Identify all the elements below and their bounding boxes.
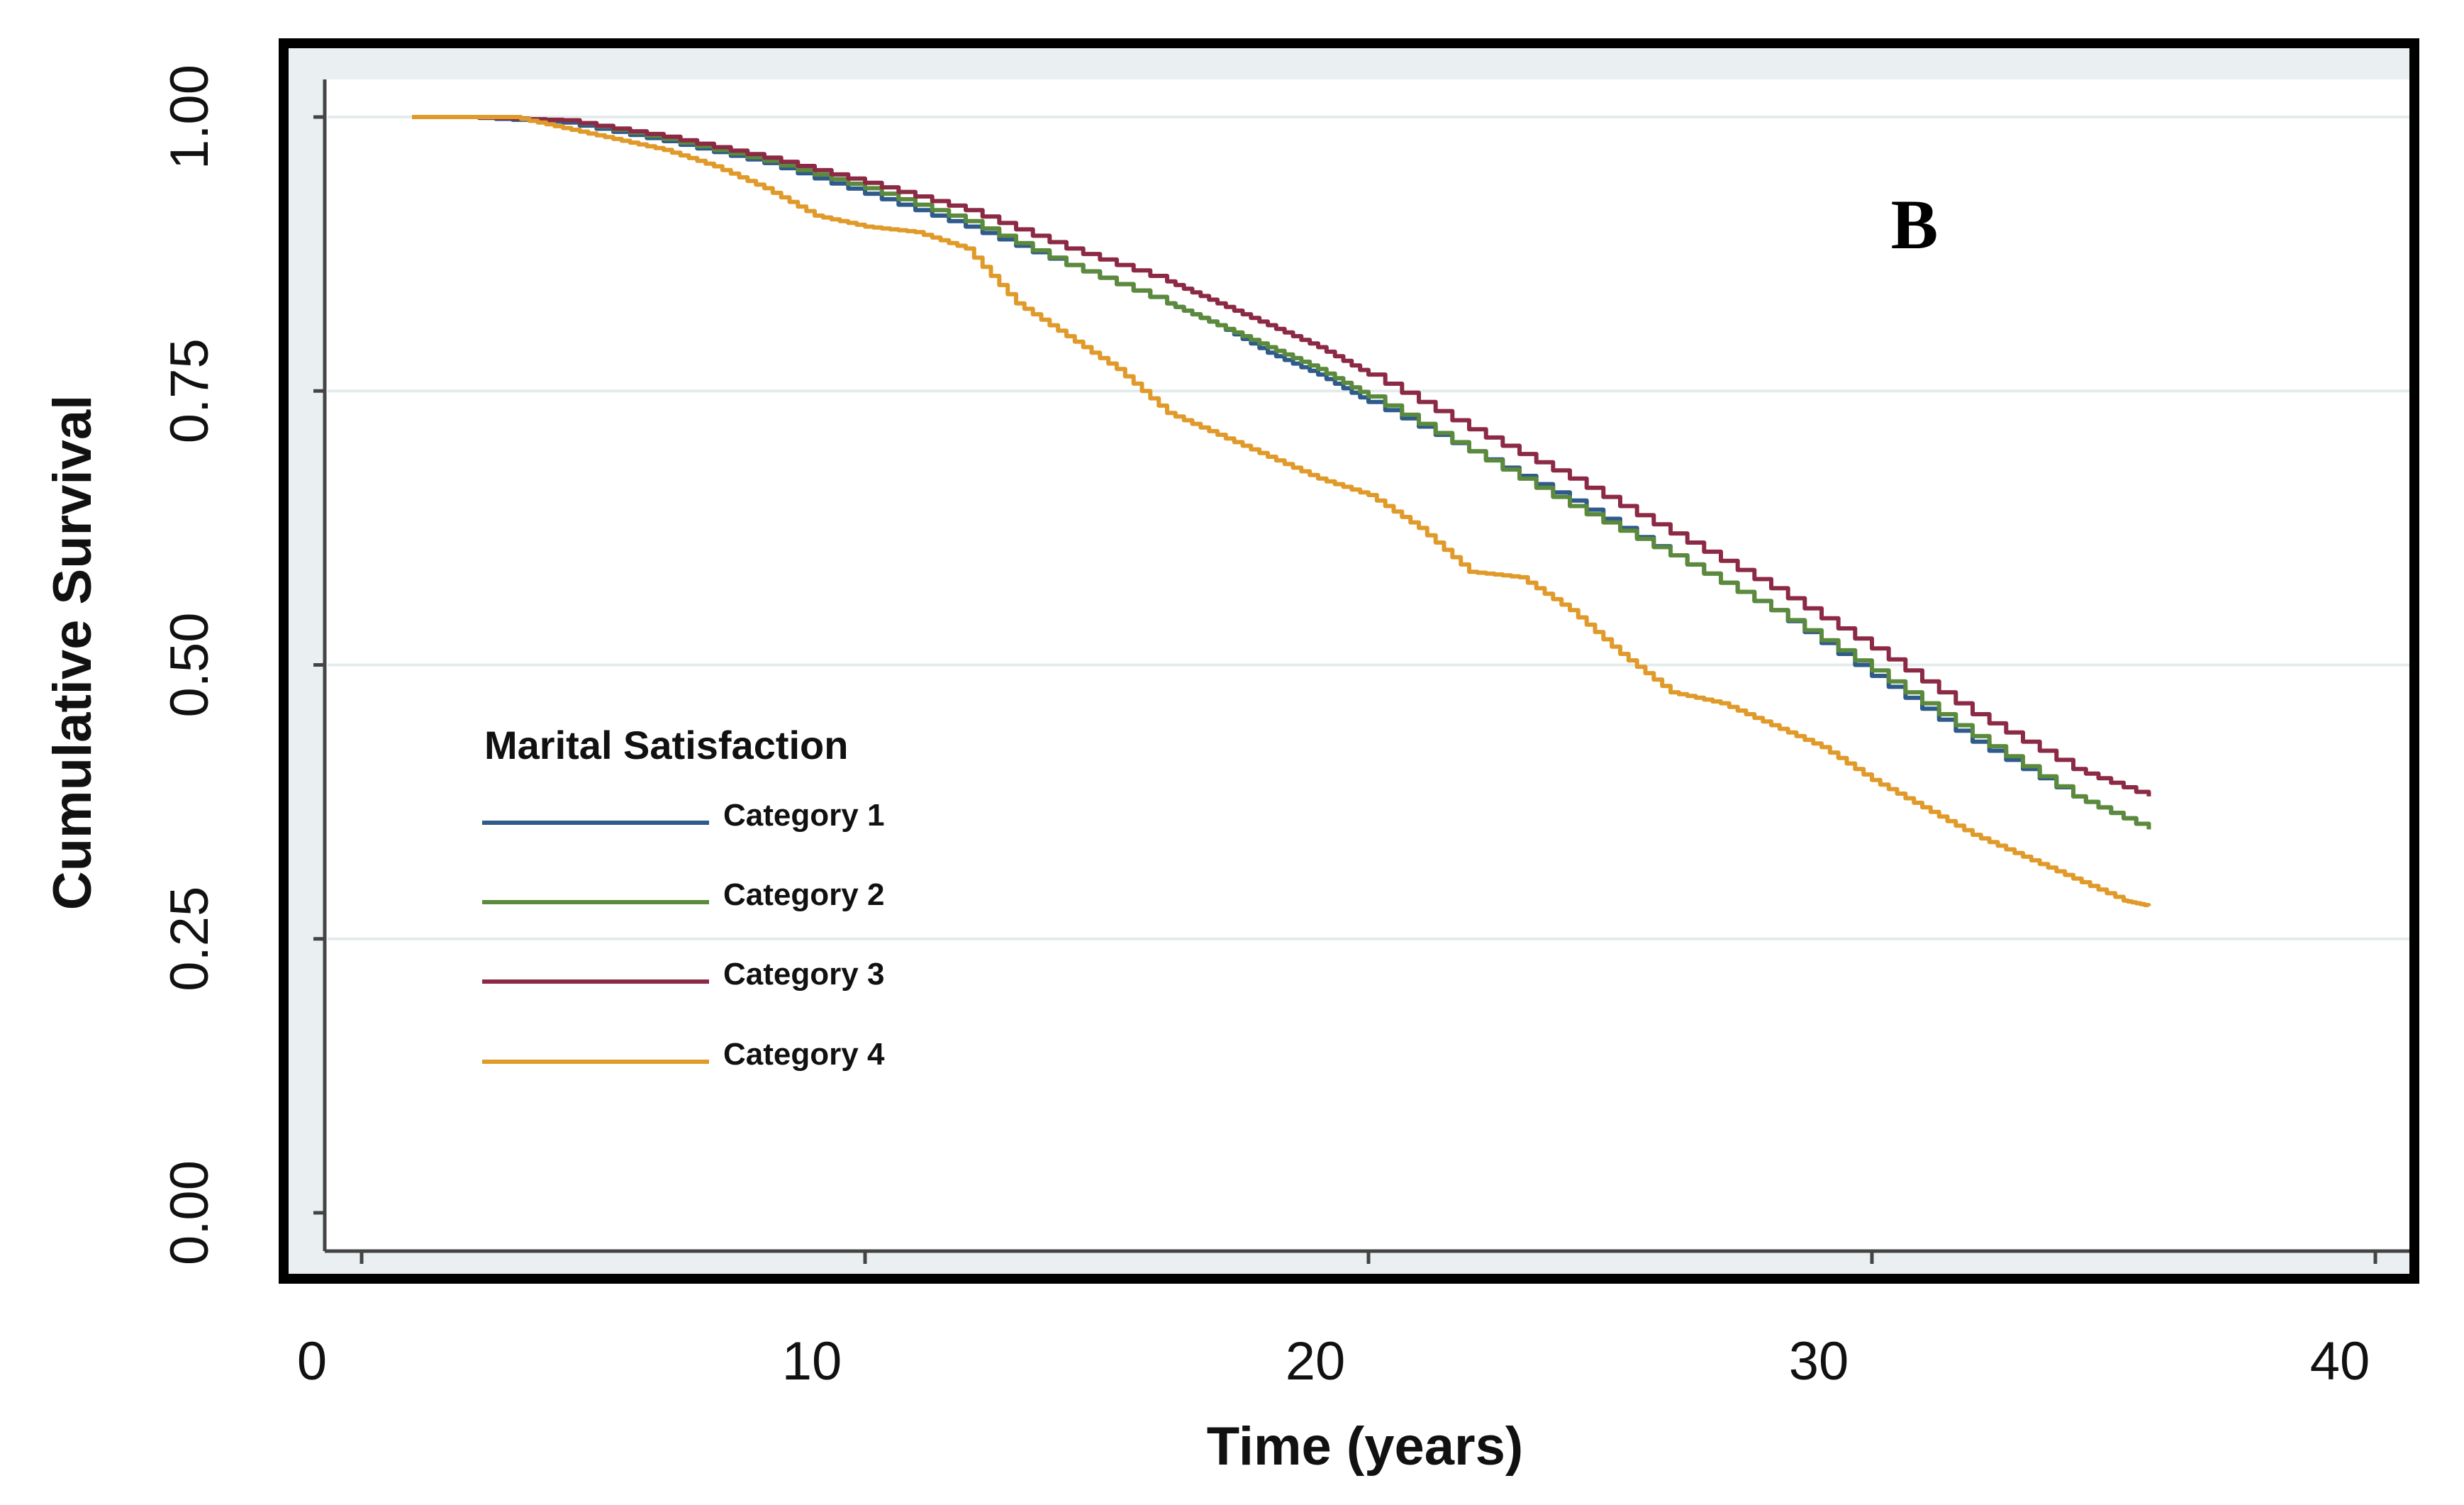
legend-label: Category 2 xyxy=(723,877,884,912)
x-tick-label: 30 xyxy=(1789,1331,1849,1392)
series-line-4 xyxy=(412,115,2151,908)
y-tick-label: 0.50 xyxy=(160,613,220,718)
legend-items: Category 1 Category 2 Category 3 Category 4 xyxy=(482,798,885,1072)
x-axis-title: Time (years) xyxy=(1207,1416,1523,1477)
legend-title: Marital Satisfaction xyxy=(484,723,848,767)
y-tick-label: 1.00 xyxy=(160,65,220,170)
y-axis-title: Cumulative Survival xyxy=(43,395,103,911)
y-tick-marks xyxy=(313,115,325,1215)
panel-label: B xyxy=(1891,185,1939,264)
x-tick-label: 10 xyxy=(782,1331,842,1392)
series-line-3 xyxy=(412,115,2151,796)
series-lines xyxy=(412,115,2151,908)
x-tick-marks xyxy=(359,1251,2377,1264)
legend: Marital Satisfaction Category 1Category … xyxy=(482,723,885,1072)
x-tick-labels: 0 10 20 30 40 xyxy=(297,1331,2370,1392)
legend-label: Category 1 xyxy=(723,798,884,833)
y-tick-label: 0.25 xyxy=(160,887,220,992)
legend-label: Category 4 xyxy=(723,1037,885,1072)
y-tick-label: 0.00 xyxy=(160,1160,220,1265)
x-tick-label: 40 xyxy=(2310,1331,2370,1392)
legend-label: Category 3 xyxy=(723,957,884,992)
y-tick-label: 0.75 xyxy=(160,338,220,443)
y-tick-labels: 0.00 0.25 0.50 0.75 1.00 xyxy=(160,65,220,1265)
x-tick-label: 0 xyxy=(297,1331,327,1392)
x-tick-label: 20 xyxy=(1286,1331,1346,1392)
